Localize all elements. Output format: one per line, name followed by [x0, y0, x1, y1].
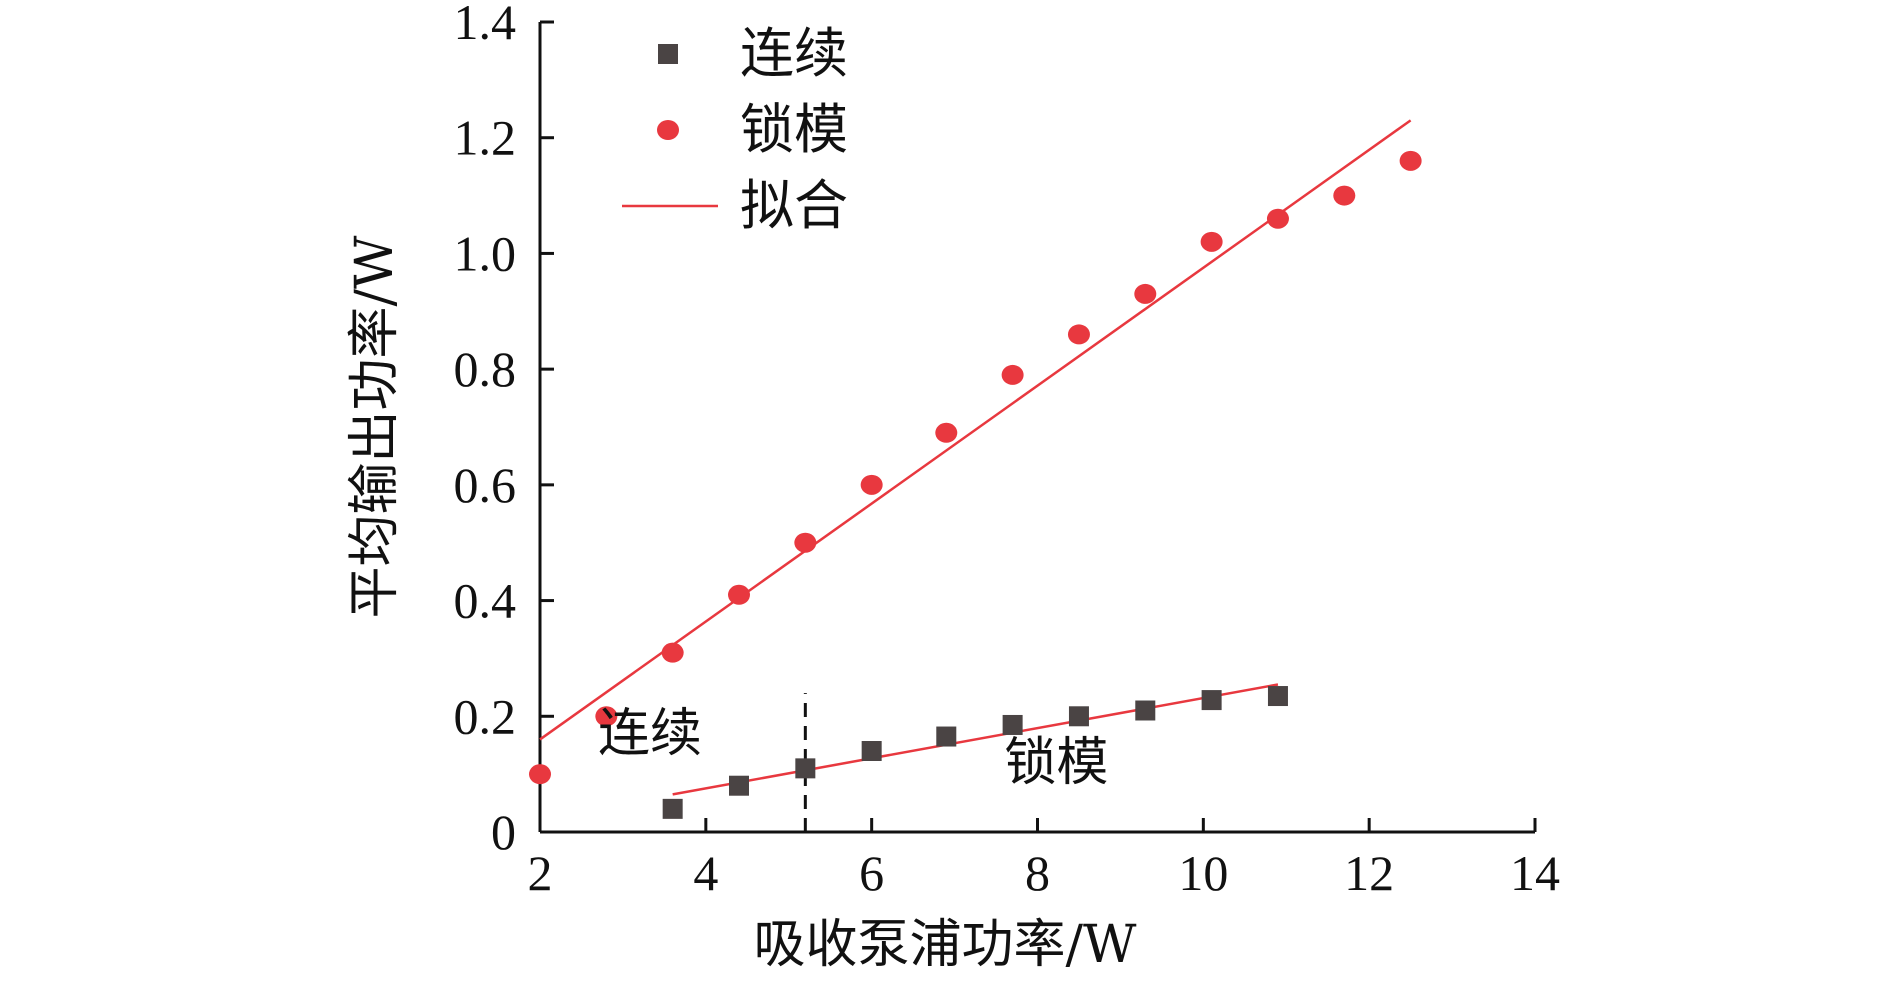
mode-locked-point: [1001, 364, 1024, 385]
legend-label: 连续: [740, 22, 848, 85]
legend-label: 锁模: [740, 98, 848, 161]
fit-line: [539, 119, 1412, 741]
continuous-point: [1068, 706, 1089, 727]
continuous-point: [729, 775, 749, 796]
y-axis-title: 平均输出功率/W: [345, 235, 405, 619]
mode-locked-point: [529, 764, 551, 785]
mode-locked-point: [595, 706, 618, 727]
continuous-point: [1201, 690, 1222, 711]
y-tick-label: 0.2: [454, 688, 517, 744]
continuous-point: [1135, 700, 1156, 721]
legend-circle-icon: [657, 120, 679, 140]
x-tick-label: 8: [1025, 845, 1050, 901]
continuous-point: [861, 741, 882, 761]
y-tick-label: 1.2: [454, 110, 517, 166]
mode-locked-point: [1266, 208, 1289, 229]
mode-locked-point: [1399, 150, 1422, 171]
x-tick-label: 6: [859, 845, 884, 901]
annotations: 连续 锁模: [598, 704, 1108, 793]
continuous-point: [795, 758, 816, 779]
legend-square-icon: [658, 44, 678, 64]
mode-locked-point: [794, 532, 817, 553]
y-ticks: 0 0.2 0.4 0.6 0.8 1.0 1.2 1.4: [454, 0, 554, 860]
y-tick-label: 1.0: [454, 225, 517, 281]
x-tick-label: 4: [693, 845, 718, 901]
mode-locked-point: [860, 474, 883, 495]
x-tick-label: 12: [1344, 845, 1394, 901]
continuous-point: [1267, 686, 1288, 707]
region-annotation: 锁模: [1004, 733, 1108, 793]
continuous-point: [1002, 714, 1023, 735]
mode-locked-point: [661, 642, 684, 663]
y-tick-label: 0.4: [454, 573, 517, 629]
x-tick-label: 10: [1178, 845, 1228, 901]
mode-locked-point: [1067, 324, 1090, 345]
mode-locked-point: [728, 584, 750, 605]
data-points: [529, 150, 1422, 819]
fit-lines: [539, 119, 1412, 796]
mode-locked-point: [1333, 185, 1356, 206]
x-axis-title: 吸收泵浦功率/W: [754, 915, 1138, 975]
y-tick-label: 1.4: [454, 0, 517, 50]
x-ticks: 2 4 6 8 10 12 14: [528, 818, 1560, 901]
region-annotation: 连续: [598, 704, 702, 764]
mode-locked-point: [935, 422, 958, 443]
y-tick-label: 0.8: [454, 341, 517, 397]
y-tick-label: 0.6: [454, 457, 517, 513]
mode-locked-point: [1134, 283, 1157, 304]
x-tick-label: 2: [528, 845, 553, 901]
continuous-point: [936, 726, 957, 747]
continuous-point: [662, 798, 683, 819]
x-tick-label: 14: [1510, 845, 1560, 901]
y-tick-label: 0: [491, 804, 516, 860]
fit-line: [672, 683, 1279, 796]
legend-label: 拟合: [740, 174, 848, 237]
mode-locked-point: [1200, 231, 1223, 252]
